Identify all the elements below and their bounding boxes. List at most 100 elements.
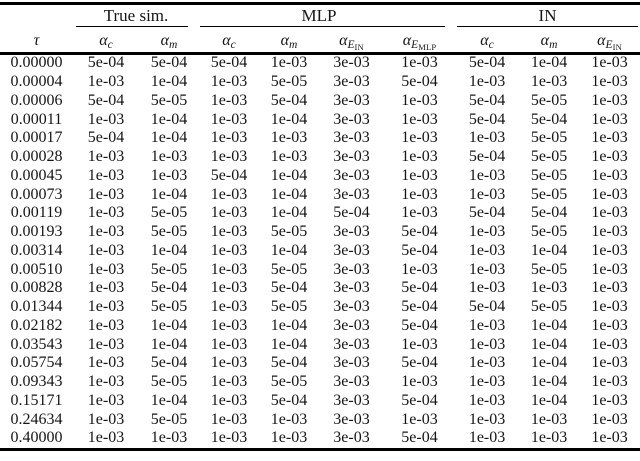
table-row: 0.00028 1e-03 1e-03 1e-03 1e-03 3e-03 1e-03 5e-… xyxy=(0,148,640,167)
alpha-value: 5e-05 xyxy=(530,185,568,203)
group-header-true-sim: True sim. xyxy=(73,4,199,27)
alpha-value: 1e-03 xyxy=(468,391,506,409)
col-header-alpha-c: αc xyxy=(199,27,259,54)
alpha-value: 5e-05 xyxy=(530,129,568,147)
alpha-value: 1e-03 xyxy=(401,373,438,391)
alpha-value: 1e-03 xyxy=(591,223,628,241)
alpha-value: 1e-04 xyxy=(530,241,568,259)
symbol-base: α xyxy=(480,31,489,49)
group-rule-mlp xyxy=(200,26,445,28)
alpha-value: 1e-04 xyxy=(150,185,188,203)
alpha-value: 1e-03 xyxy=(591,335,628,353)
alpha-value: 5e-04 xyxy=(530,204,568,222)
alpha-value: 1e-04 xyxy=(270,110,308,128)
alpha-value: 5e-04 xyxy=(210,54,248,72)
symbol-base: τ xyxy=(33,31,40,49)
alpha-value: 3e-03 xyxy=(333,148,370,166)
tau-value: 0.00073 xyxy=(10,185,63,203)
tau-value: 0.00314 xyxy=(10,241,63,259)
alpha-value: 5e-04 xyxy=(530,110,568,128)
tau-value: 0.02182 xyxy=(10,316,63,334)
alpha-value: 1e-03 xyxy=(150,166,188,184)
alpha-value: 1e-04 xyxy=(150,391,188,409)
alpha-value: 1e-03 xyxy=(210,110,248,128)
alpha-value: 3e-03 xyxy=(333,91,370,109)
alpha-value: 1e-03 xyxy=(401,410,438,428)
alpha-value: 1e-03 xyxy=(591,279,628,297)
alpha-value: 5e-04 xyxy=(401,429,438,447)
symbol-sub-subscript: MLP xyxy=(418,41,437,52)
col-header-alpha-m: αm xyxy=(259,27,319,54)
alpha-value: 1e-03 xyxy=(591,316,628,334)
alpha-value: 5e-05 xyxy=(270,373,308,391)
alpha-value: 1e-03 xyxy=(87,354,125,372)
alpha-value: 5e-05 xyxy=(530,260,568,278)
tau-value: 0.00045 xyxy=(10,166,63,184)
alpha-value: 1e-03 xyxy=(210,373,248,391)
table-row: 0.05754 1e-03 5e-04 1e-03 5e-04 3e-03 5e-04 1e-… xyxy=(0,354,640,373)
col-header-alpha-m: αm xyxy=(519,27,579,54)
tau-value: 0.01344 xyxy=(10,298,63,316)
col-header-tau: τ xyxy=(0,27,73,54)
group-label: MLP xyxy=(301,5,337,25)
alpha-value: 3e-03 xyxy=(333,410,370,428)
alpha-value: 1e-03 xyxy=(87,204,125,222)
alpha-value: 5e-05 xyxy=(270,223,308,241)
alpha-value: 1e-03 xyxy=(591,391,628,409)
alpha-value: 5e-04 xyxy=(401,391,438,409)
alpha-value: 1e-03 xyxy=(210,185,248,203)
alpha-value: 1e-03 xyxy=(270,410,308,428)
alpha-value: 1e-03 xyxy=(401,91,438,109)
alpha-value: 1e-03 xyxy=(210,279,248,297)
alpha-value: 1e-03 xyxy=(210,223,248,241)
alpha-value: 1e-03 xyxy=(270,429,308,447)
alpha-value: 5e-05 xyxy=(530,166,568,184)
alpha-value: 1e-04 xyxy=(270,335,308,353)
alpha-value: 1e-03 xyxy=(401,185,438,203)
alpha-value: 1e-03 xyxy=(87,73,125,91)
alpha-value: 1e-04 xyxy=(150,110,188,128)
tau-value: 0.00119 xyxy=(10,204,63,222)
alpha-value: 1e-04 xyxy=(270,316,308,334)
alpha-value: 1e-03 xyxy=(591,373,628,391)
alpha-value: 1e-03 xyxy=(401,110,438,128)
alpha-value: 1e-03 xyxy=(468,260,506,278)
alpha-value: 3e-03 xyxy=(333,73,370,91)
alpha-value: 1e-03 xyxy=(150,148,188,166)
col-header-alpha-c: αc xyxy=(73,27,139,54)
alpha-value: 1e-03 xyxy=(210,316,248,334)
alpha-value: 1e-03 xyxy=(468,316,506,334)
tau-value: 0.24634 xyxy=(10,410,63,428)
alpha-value: 3e-03 xyxy=(333,391,370,409)
alpha-value: 1e-03 xyxy=(210,391,248,409)
tau-value: 0.09343 xyxy=(10,373,63,391)
alpha-value: 1e-03 xyxy=(468,429,506,447)
table-row: 0.24634 1e-03 5e-05 1e-03 1e-03 3e-03 1e-03 1e-… xyxy=(0,410,640,429)
alpha-value: 1e-03 xyxy=(87,335,125,353)
alpha-value: 5e-05 xyxy=(150,373,188,391)
symbol-subscript: c xyxy=(230,38,236,51)
alpha-value: 5e-05 xyxy=(150,91,188,109)
alpha-value: 3e-03 xyxy=(333,260,370,278)
table-row: 0.00828 1e-03 5e-04 1e-03 5e-04 3e-03 5e-04 1e-… xyxy=(0,279,640,298)
alpha-value: 5e-04 xyxy=(87,91,125,109)
alpha-value: 5e-04 xyxy=(468,204,506,222)
col-header-alpha-e-mlp: αEMLP xyxy=(384,27,455,54)
alpha-value: 5e-04 xyxy=(401,354,438,372)
alpha-value: 1e-03 xyxy=(270,54,308,72)
alpha-value: 1e-04 xyxy=(270,185,308,203)
table-row: 0.00510 1e-03 5e-05 1e-03 5e-05 3e-03 1e-03 1e-… xyxy=(0,260,640,279)
tau-value: 0.03543 xyxy=(10,335,63,353)
alpha-value: 3e-03 xyxy=(333,354,370,372)
alpha-value: 1e-03 xyxy=(87,110,125,128)
alpha-value: 1e-03 xyxy=(530,410,568,428)
col-header-alpha-e-in: αEIN xyxy=(319,27,384,54)
symbol-subscript: m xyxy=(169,38,178,51)
alpha-value: 1e-03 xyxy=(530,429,568,447)
table-row: 0.00006 5e-04 5e-05 1e-03 5e-04 3e-03 1e-03 5e-… xyxy=(0,92,640,111)
alpha-value: 1e-03 xyxy=(87,391,125,409)
alpha-value: 5e-05 xyxy=(530,223,568,241)
table-body: 0.00000 5e-04 5e-04 5e-04 1e-03 3e-03 1e-03 5e-… xyxy=(0,54,640,448)
alpha-value: 5e-04 xyxy=(401,73,438,91)
